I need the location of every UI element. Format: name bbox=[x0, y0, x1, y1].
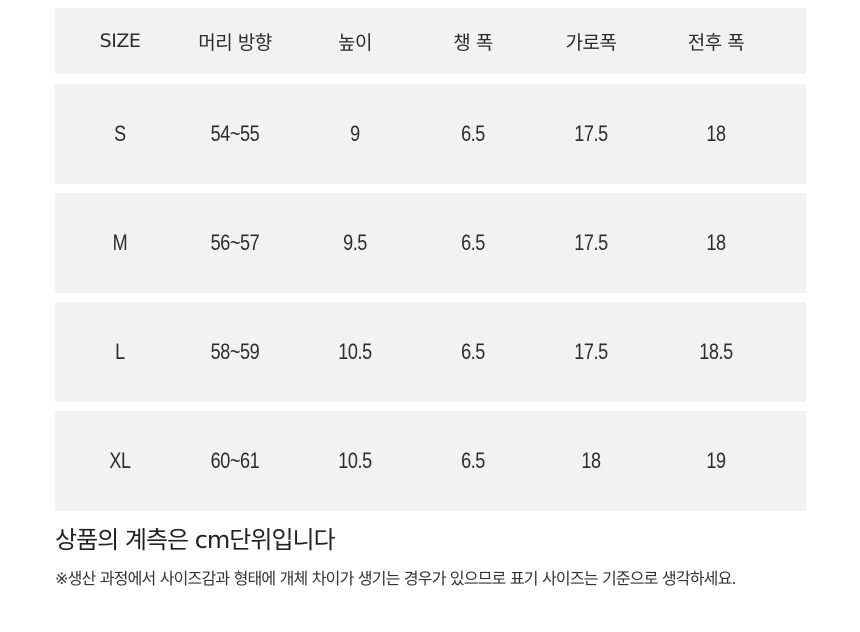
head-cell: 56~57 bbox=[210, 230, 260, 255]
width-cell: 17.5 bbox=[574, 339, 608, 364]
size-table: SIZE 머리 방향 높이 챙 폭 가로폭 전후 폭 S 54~55 9 6.5… bbox=[55, 8, 806, 520]
height-cell: 10.5 bbox=[338, 448, 372, 473]
measurement-unit-note: 상품의 계측은 cm단위입니다 bbox=[55, 526, 336, 554]
height-cell: 9.5 bbox=[343, 230, 367, 255]
header-width: 가로폭 bbox=[565, 31, 617, 54]
header-size: SIZE bbox=[99, 30, 141, 52]
width-cell: 18 bbox=[581, 448, 601, 473]
head-cell: 60~61 bbox=[210, 448, 260, 473]
size-cell: XL bbox=[109, 448, 131, 473]
width-cell: 17.5 bbox=[574, 121, 608, 146]
size-cell: L bbox=[115, 339, 125, 364]
width-cell: 17.5 bbox=[574, 230, 608, 255]
brim-cell: 6.5 bbox=[461, 230, 485, 255]
depth-cell: 18 bbox=[706, 230, 726, 255]
header-head-direction: 머리 방향 bbox=[198, 31, 272, 54]
size-disclaimer: ※생산 과정에서 사이즈감과 형태에 개체 차이가 생기는 경우가 있으므로 표… bbox=[55, 569, 737, 588]
table-row: XL 60~61 10.5 6.5 18 19 bbox=[55, 411, 806, 511]
table-header-row: SIZE 머리 방향 높이 챙 폭 가로폭 전후 폭 bbox=[55, 8, 806, 74]
header-depth: 전후 폭 bbox=[687, 31, 745, 54]
table-row: M 56~57 9.5 6.5 17.5 18 bbox=[55, 193, 806, 293]
brim-cell: 6.5 bbox=[461, 121, 485, 146]
header-height: 높이 bbox=[338, 31, 372, 54]
head-cell: 58~59 bbox=[210, 339, 260, 364]
depth-cell: 18 bbox=[706, 121, 726, 146]
table-row: S 54~55 9 6.5 17.5 18 bbox=[55, 84, 806, 184]
table-row: L 58~59 10.5 6.5 17.5 18.5 bbox=[55, 302, 806, 402]
header-brim-width: 챙 폭 bbox=[453, 31, 493, 54]
size-cell: S bbox=[114, 121, 126, 146]
depth-cell: 18.5 bbox=[699, 339, 733, 364]
height-cell: 10.5 bbox=[338, 339, 372, 364]
brim-cell: 6.5 bbox=[461, 448, 485, 473]
size-cell: M bbox=[112, 230, 128, 255]
depth-cell: 19 bbox=[706, 448, 726, 473]
head-cell: 54~55 bbox=[210, 121, 260, 146]
brim-cell: 6.5 bbox=[461, 339, 485, 364]
height-cell: 9 bbox=[350, 121, 360, 146]
